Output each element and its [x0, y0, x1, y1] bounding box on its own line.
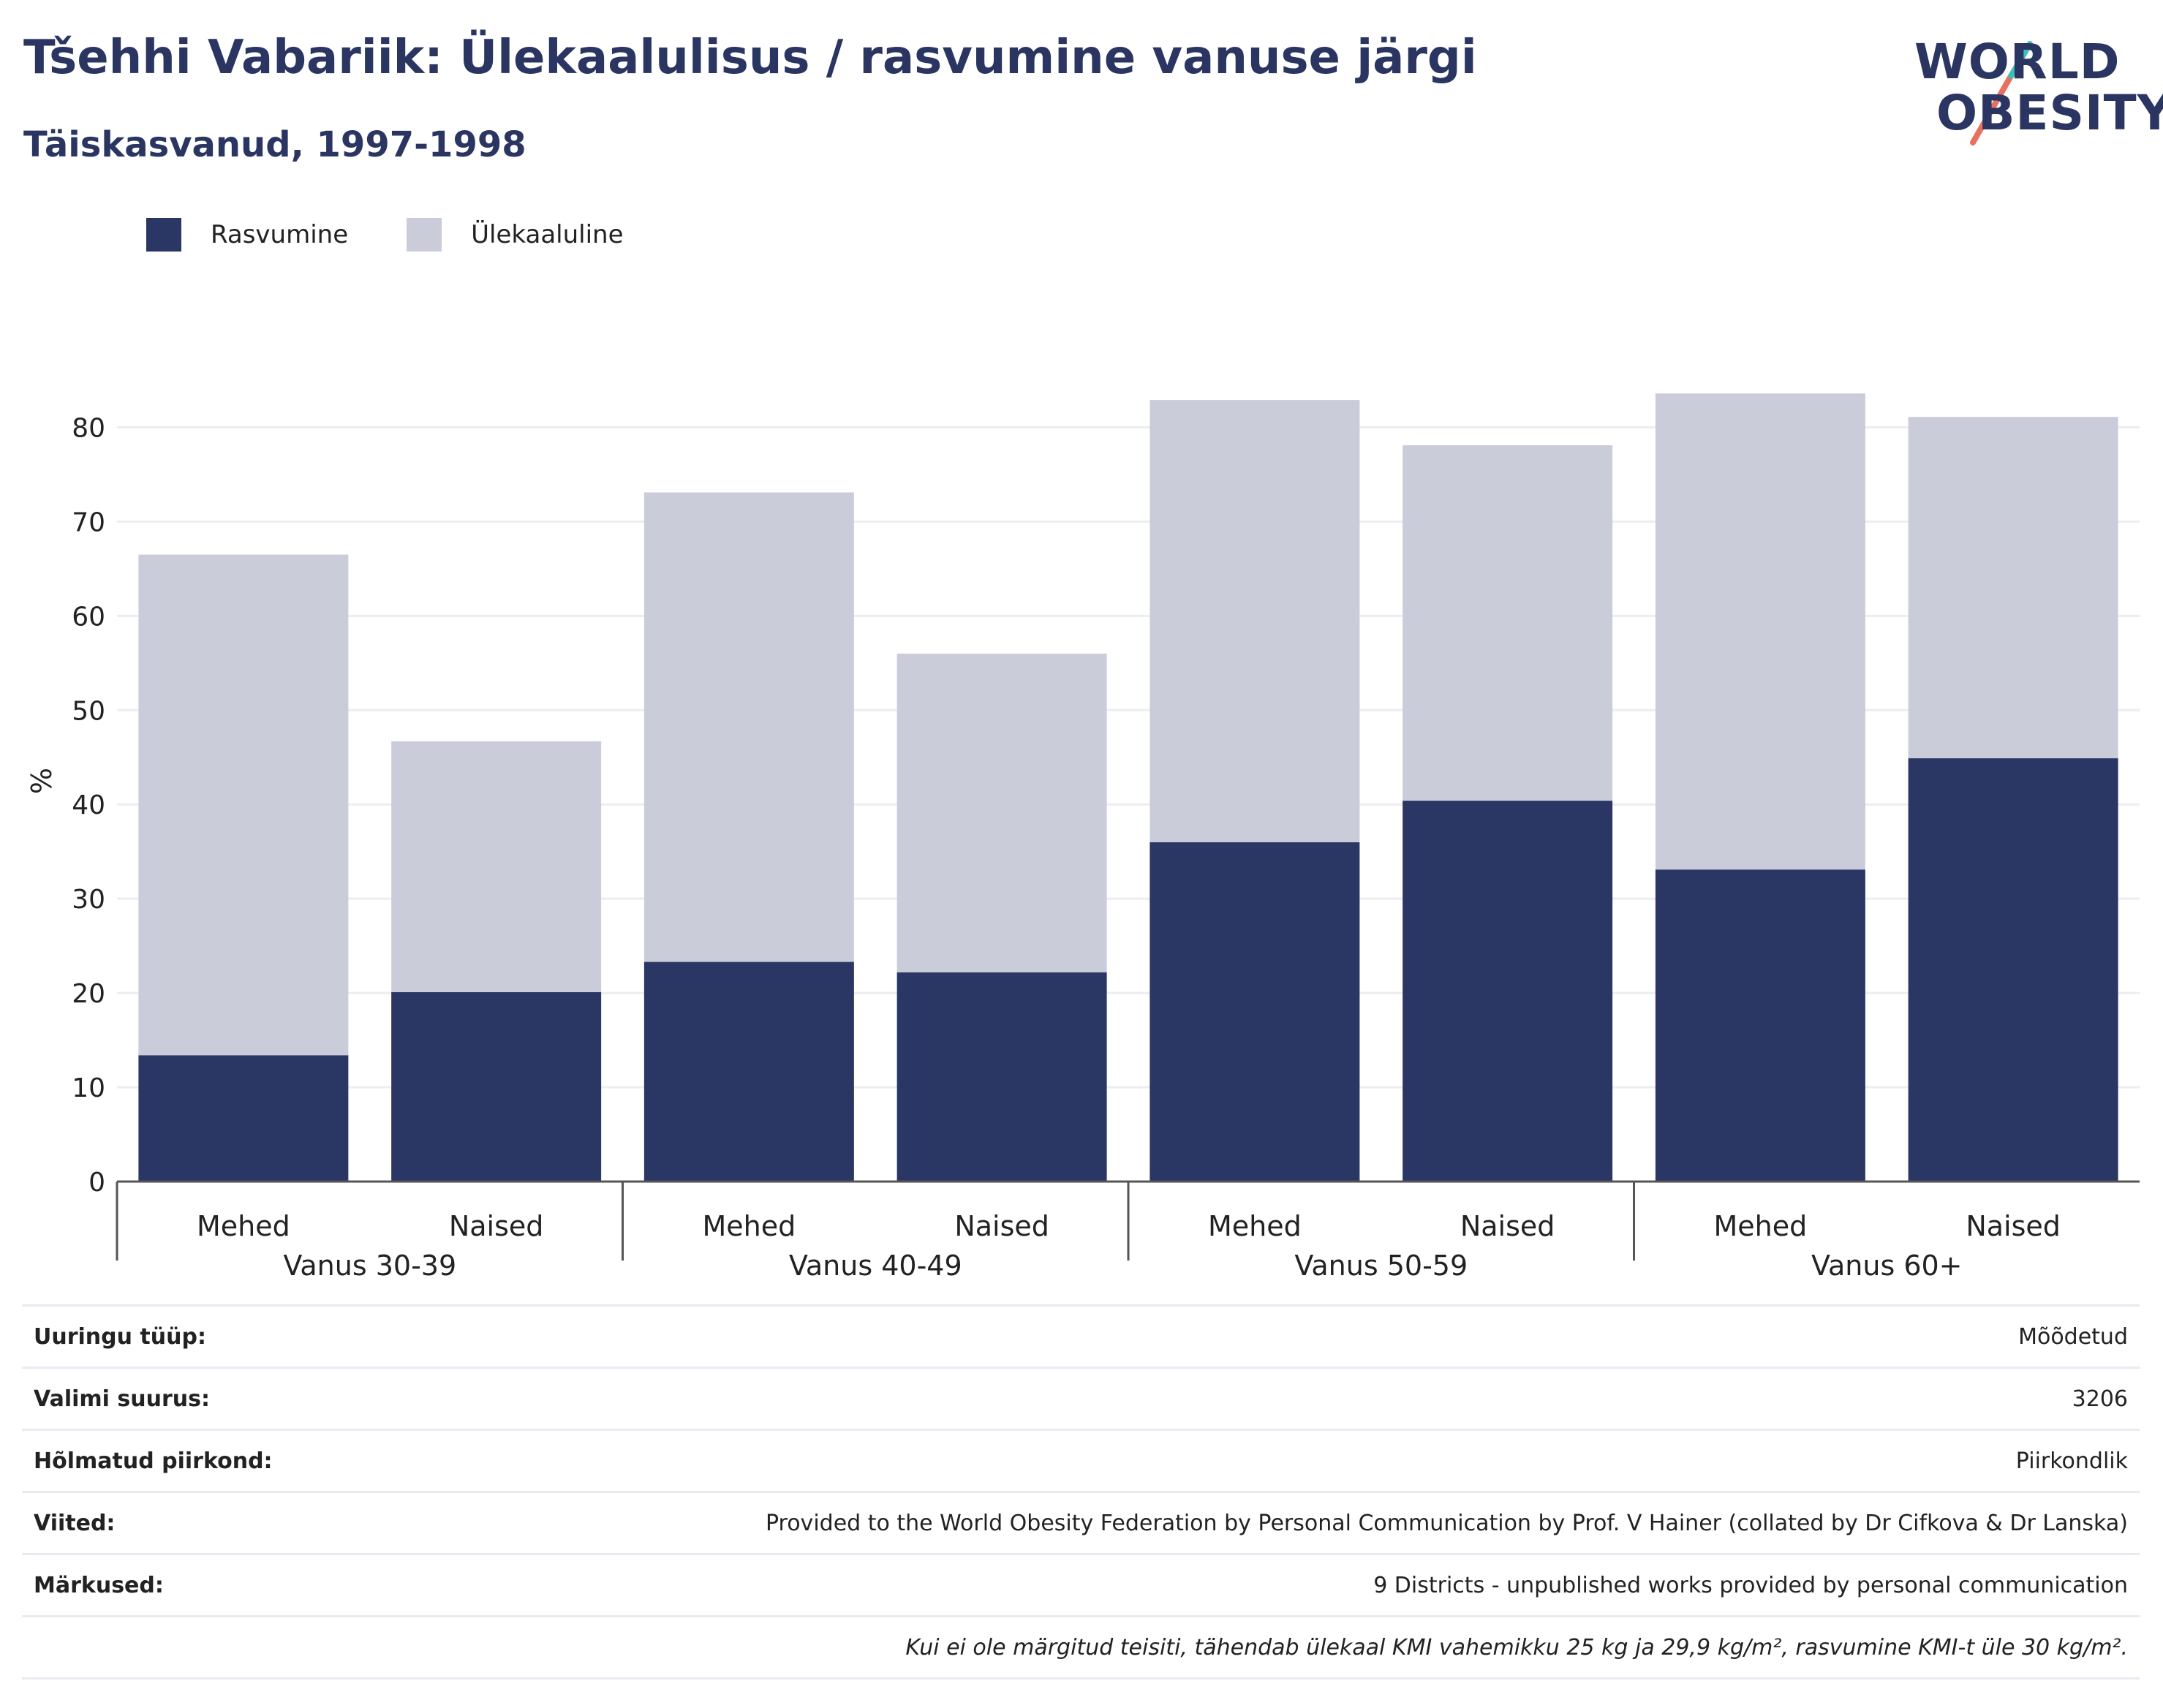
- info-row-references: Viited: Provided to the World Obesity Fe…: [22, 1491, 2140, 1553]
- x-tick-label: Naised: [449, 1210, 544, 1242]
- bar-obesity: [1655, 869, 1865, 1182]
- bar-obesity: [1150, 842, 1360, 1182]
- info-value: Provided to the World Obesity Federation…: [765, 1510, 2128, 1536]
- x-tick-label: Naised: [1966, 1210, 2061, 1242]
- info-row-area-covered: Hõlmatud piirkond: Piirkondlik: [22, 1429, 2140, 1491]
- y-tick-label: 10: [72, 1073, 105, 1103]
- y-tick-label: 0: [88, 1168, 105, 1198]
- info-value: Mõõdetud: [2018, 1323, 2128, 1350]
- bar-overweight: [1908, 417, 2118, 759]
- legend: Rasvumine Ülekaaluline: [146, 216, 668, 253]
- x-tick-label: Naised: [1460, 1210, 1555, 1242]
- x-tick-label: Mehed: [703, 1210, 796, 1242]
- logo-text-world: WORLD: [1914, 34, 2121, 90]
- bar-overweight: [391, 741, 602, 992]
- bar-overweight: [1403, 445, 1613, 801]
- group-label: Vanus 30-39: [283, 1250, 456, 1282]
- bar-chart: 0 10 20 30 40 50 60 70 80% Mehed Naised Mehed Naised…: [26, 393, 2140, 1282]
- legend-swatch-overweight: [407, 218, 442, 252]
- info-value: 9 Districts - unpublished works provided…: [1373, 1572, 2128, 1598]
- bar-overweight: [643, 492, 854, 962]
- x-tick-label: Mehed: [1714, 1210, 1808, 1242]
- info-row-survey-type: Uuringu tüüp: Mõõdetud: [22, 1304, 2140, 1367]
- y-tick-label: 30: [72, 885, 105, 915]
- y-axis-label: %: [26, 768, 58, 794]
- x-tick-label: Mehed: [1208, 1210, 1302, 1242]
- info-value: 3206: [2072, 1386, 2128, 1412]
- bar-obesity: [138, 1055, 349, 1182]
- info-row-notes: Märkused: 9 Districts - unpublished work…: [22, 1553, 2140, 1615]
- group-label: Vanus 40-49: [789, 1250, 962, 1282]
- logo-slash-icon: [1970, 41, 2033, 146]
- y-tick-label: 60: [72, 602, 105, 632]
- bar-overweight: [1150, 400, 1360, 842]
- info-row-sample-size: Valimi suurus: 3206: [22, 1367, 2140, 1429]
- x-tick-label: Naised: [954, 1210, 1049, 1242]
- legend-label-obesity: Rasvumine: [211, 220, 349, 249]
- bar-overweight: [1655, 393, 1865, 870]
- legend-item-overweight[interactable]: Ülekaaluline: [407, 218, 624, 252]
- world-obesity-logo: WORLD OBESITY: [1909, 29, 2163, 154]
- y-tick-label: 20: [72, 979, 105, 1009]
- chart-subtitle: Täiskasvanud, 1997-1998: [23, 124, 526, 165]
- logo-text-obesity: OBESITY: [1936, 85, 2163, 141]
- info-row-definition-note: Kui ei ole märgitud teisiti, tähendab ül…: [22, 1615, 2140, 1679]
- info-table: Uuringu tüüp: Mõõdetud Valimi suurus: 32…: [22, 1304, 2140, 1679]
- info-value: Piirkondlik: [2015, 1448, 2128, 1474]
- info-label: Hõlmatud piirkond:: [34, 1448, 273, 1474]
- bar-obesity: [896, 972, 1107, 1182]
- group-label: Vanus 60+: [1811, 1250, 1963, 1282]
- legend-item-obesity[interactable]: Rasvumine: [146, 218, 348, 252]
- bar-overweight: [138, 554, 349, 1056]
- legend-swatch-obesity: [146, 218, 181, 252]
- info-label: Valimi suurus:: [34, 1386, 210, 1412]
- y-tick-label: 80: [72, 413, 105, 443]
- bar-overweight: [896, 653, 1107, 972]
- info-label: Märkused:: [34, 1572, 164, 1598]
- group-label: Vanus 50-59: [1294, 1250, 1468, 1282]
- bar-obesity: [1908, 758, 2118, 1182]
- info-value: Kui ei ole märgitud teisiti, tähendab ül…: [905, 1634, 2128, 1660]
- chart-title: Tšehhi Vabariik: Ülekaalulisus / rasvumi…: [23, 31, 1477, 85]
- info-label: Uuringu tüüp:: [34, 1323, 206, 1350]
- x-tick-label: Mehed: [197, 1210, 290, 1242]
- info-label: Viited:: [34, 1510, 116, 1536]
- y-tick-label: 70: [72, 507, 105, 537]
- bar-obesity: [391, 991, 602, 1182]
- bar-obesity: [1403, 801, 1613, 1182]
- bar-obesity: [643, 961, 854, 1182]
- y-tick-label: 40: [72, 790, 105, 820]
- legend-label-overweight: Ülekaaluline: [471, 220, 624, 249]
- y-tick-label: 50: [72, 696, 105, 726]
